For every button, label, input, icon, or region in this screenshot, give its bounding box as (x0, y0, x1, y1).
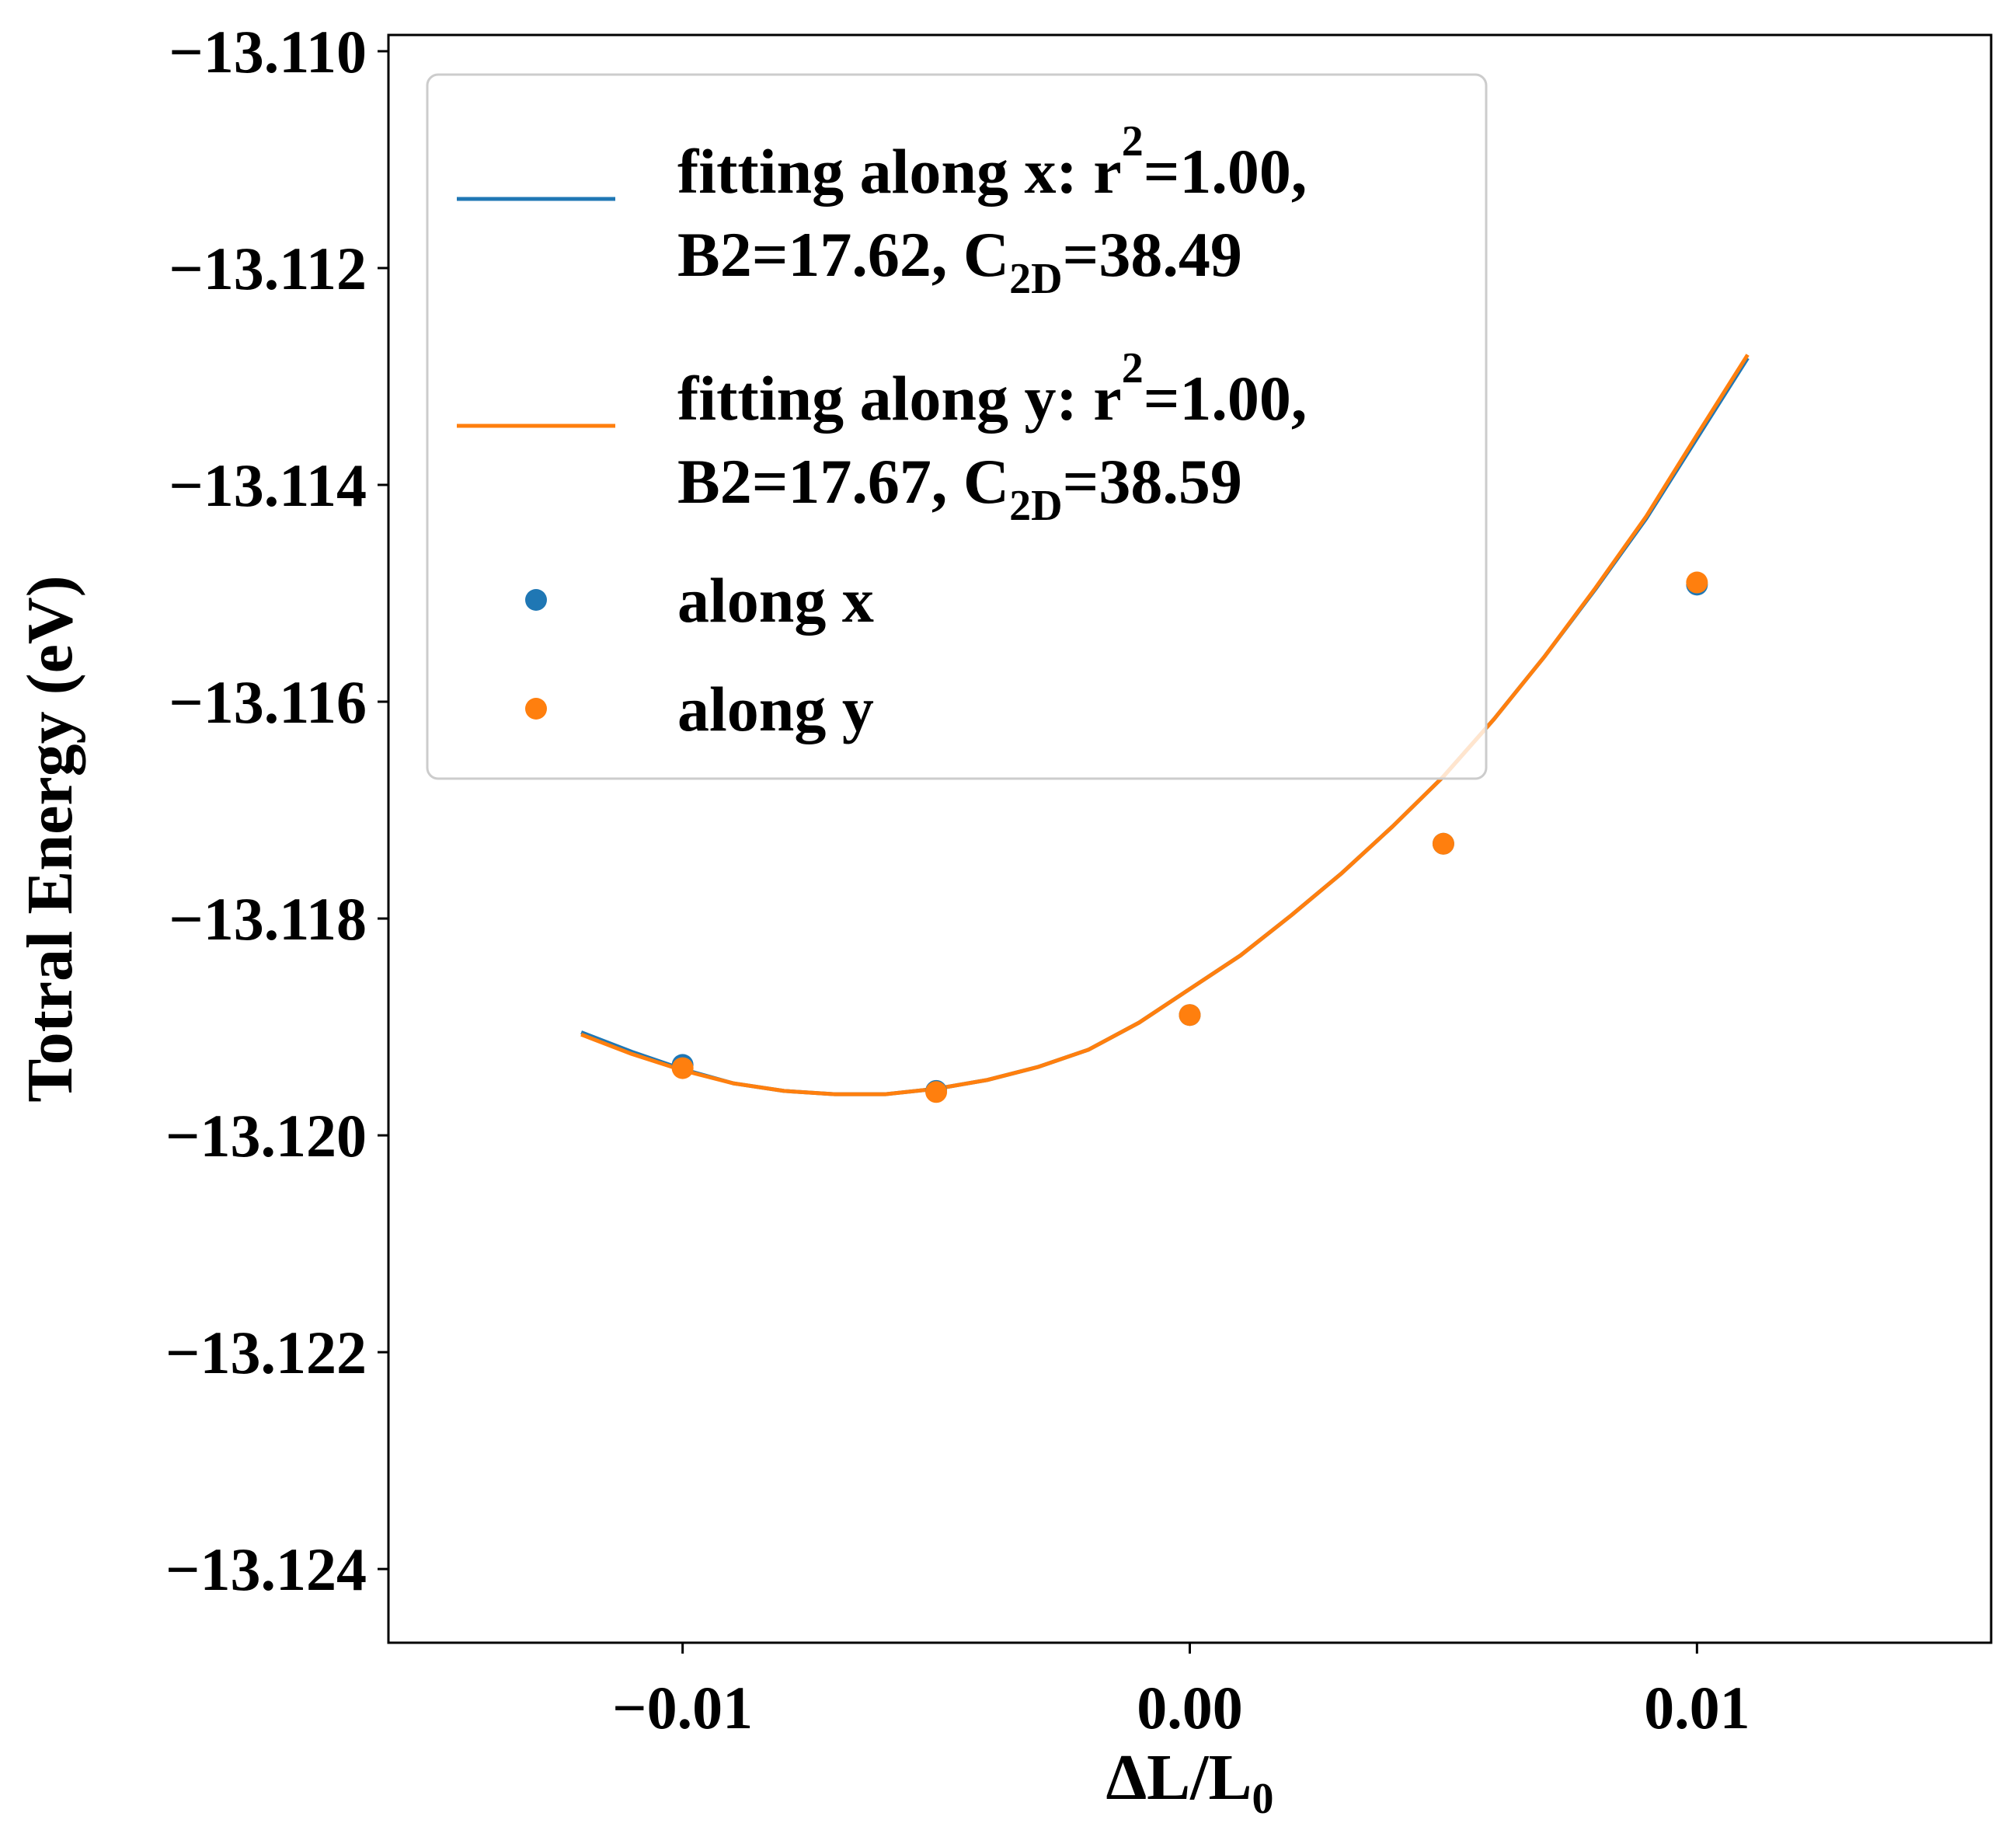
legend-entry-fitting-x-line1: fitting along x: r2=1.00, (677, 117, 1307, 207)
legend-marker-along-y (525, 698, 547, 720)
series-lines (580, 354, 1750, 1096)
data-point-along-y (925, 1081, 948, 1103)
x-axis-ticks: −0.01 0.00 0.01 (612, 1643, 1750, 1741)
legend-entry-fitting-y-line1: fitting along y: r2=1.00, (677, 344, 1307, 434)
x-tick-label: 0.01 (1644, 1674, 1750, 1741)
y-tick-label: −13.110 (169, 18, 367, 85)
plot-area-frame (387, 33, 1993, 1644)
legend-marker-along-x (525, 589, 547, 611)
x-axis-label-main: ΔL/L (1105, 1741, 1252, 1814)
x-tick-label: −0.01 (612, 1674, 753, 1741)
legend: fitting along x: r2=1.00, B2=17.62, C2D=… (426, 73, 1488, 780)
data-point-along-y (671, 1057, 694, 1079)
y-tick-label: −13.124 (165, 1535, 367, 1603)
legend-entry-along-x: along x (677, 565, 874, 636)
y-tick-label: −13.116 (169, 668, 367, 736)
y-tick-label: −13.112 (169, 235, 367, 302)
y-tick-label: −13.120 (165, 1102, 367, 1169)
y-tick-label: −13.114 (169, 451, 367, 519)
legend-entry-fitting-x-line2: B2=17.62, C2D=38.49 (677, 219, 1242, 303)
x-tick-label: 0.00 (1137, 1674, 1243, 1741)
plot-data (580, 354, 1750, 1103)
data-point-along-y (1686, 571, 1708, 594)
legend-entry-fitting-y-line2: B2=17.67, C2D=38.59 (677, 446, 1242, 530)
series-line-fitting-along-y (580, 354, 1750, 1096)
y-tick-label: −13.118 (169, 885, 367, 953)
series-points (671, 571, 1708, 1103)
x-axis-label: ΔL/L0 (1105, 1741, 1273, 1823)
legend-entry-along-y: along y (677, 674, 874, 744)
y-axis-ticks: −13.110 −13.112 −13.114 −13.116 −13.118 −13.1… (165, 18, 388, 1603)
x-axis-label-subscript: 0 (1252, 1775, 1274, 1823)
y-axis-label: Totral Energy (eV) (14, 575, 86, 1102)
data-point-along-y (1179, 1004, 1201, 1027)
y-tick-label: −13.122 (165, 1319, 367, 1386)
legend-box (426, 73, 1488, 780)
data-point-along-y (1432, 832, 1454, 855)
